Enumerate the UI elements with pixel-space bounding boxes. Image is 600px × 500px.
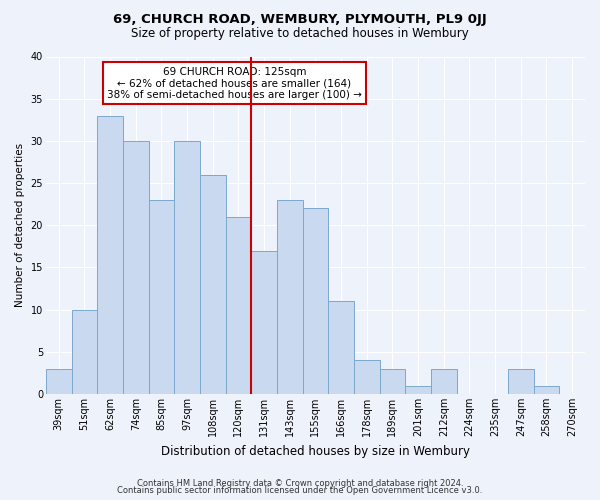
Bar — [97, 116, 123, 394]
Bar — [328, 301, 354, 394]
Bar — [302, 208, 328, 394]
Bar — [226, 217, 251, 394]
Bar — [431, 368, 457, 394]
Bar — [380, 368, 405, 394]
Bar — [200, 174, 226, 394]
Text: Contains HM Land Registry data © Crown copyright and database right 2024.: Contains HM Land Registry data © Crown c… — [137, 478, 463, 488]
Bar — [405, 386, 431, 394]
Bar — [123, 141, 149, 394]
Text: Contains public sector information licensed under the Open Government Licence v3: Contains public sector information licen… — [118, 486, 482, 495]
Bar — [251, 250, 277, 394]
Bar — [149, 200, 174, 394]
Bar — [174, 141, 200, 394]
Bar — [46, 368, 71, 394]
Text: Size of property relative to detached houses in Wembury: Size of property relative to detached ho… — [131, 28, 469, 40]
Bar — [354, 360, 380, 394]
Y-axis label: Number of detached properties: Number of detached properties — [15, 143, 25, 308]
Bar — [533, 386, 559, 394]
Bar — [508, 368, 533, 394]
X-axis label: Distribution of detached houses by size in Wembury: Distribution of detached houses by size … — [161, 444, 470, 458]
Bar — [71, 310, 97, 394]
Text: 69, CHURCH ROAD, WEMBURY, PLYMOUTH, PL9 0JJ: 69, CHURCH ROAD, WEMBURY, PLYMOUTH, PL9 … — [113, 12, 487, 26]
Bar — [277, 200, 302, 394]
Text: 69 CHURCH ROAD: 125sqm
← 62% of detached houses are smaller (164)
38% of semi-de: 69 CHURCH ROAD: 125sqm ← 62% of detached… — [107, 66, 362, 100]
